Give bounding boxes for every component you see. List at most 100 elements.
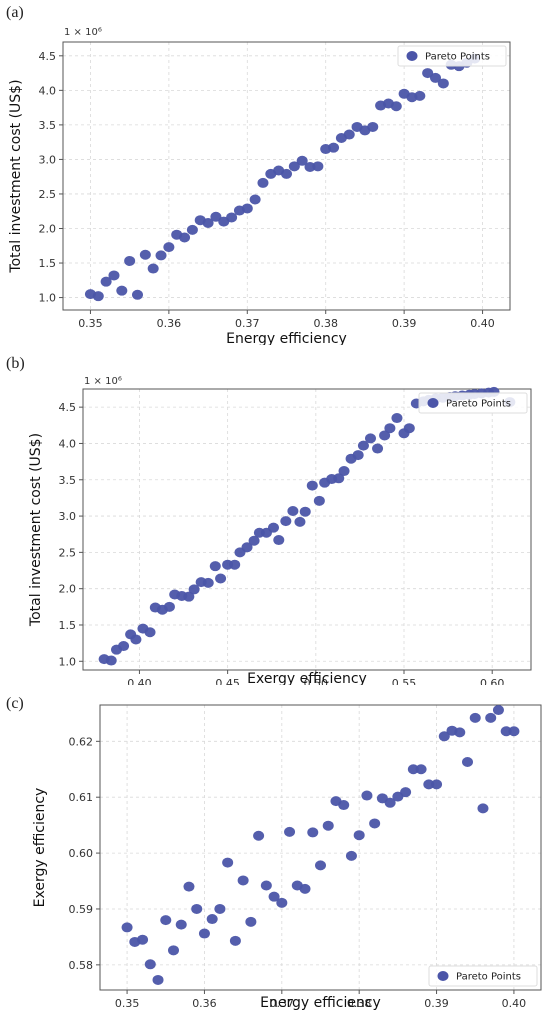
- data-point: [288, 161, 300, 172]
- x-tick-label: 0.39: [392, 317, 417, 330]
- data-point: [407, 764, 419, 775]
- data-point: [284, 826, 296, 837]
- data-point: [315, 860, 326, 871]
- data-point: [431, 779, 443, 790]
- data-point: [454, 727, 466, 738]
- data-point: [144, 959, 156, 970]
- legend-marker: [427, 398, 439, 408]
- data-point: [500, 726, 512, 737]
- x-tick-label: 0.55: [392, 677, 417, 685]
- data-point: [100, 276, 112, 287]
- data-point: [438, 731, 450, 742]
- data-point: [379, 430, 391, 441]
- data-point: [276, 897, 288, 908]
- data-point: [214, 903, 226, 914]
- data-point: [183, 881, 195, 892]
- data-point: [462, 757, 473, 767]
- x-tick-label: 0.35: [78, 317, 103, 330]
- data-point: [121, 922, 133, 933]
- y-tick-label: 0.59: [69, 903, 94, 916]
- data-point: [155, 250, 167, 261]
- legend-marker: [406, 51, 418, 61]
- chart-panel-b: (b) 0.40 0.45 0.50 0.55 0.60 1.0 1.5 2.0 2.5 3.0 3…: [0, 345, 550, 690]
- data-point: [183, 591, 195, 602]
- data-point: [92, 291, 104, 302]
- data-point: [343, 129, 355, 140]
- x-tick-label: 0.38: [347, 997, 372, 1010]
- x-tick-label: 0.36: [192, 997, 217, 1010]
- data-point: [202, 217, 214, 228]
- legend: Pareto Points: [418, 392, 528, 414]
- plot-frame: [99, 704, 542, 991]
- y-tick-label: 2.5: [39, 188, 57, 201]
- data-point: [345, 850, 357, 861]
- data-point: [108, 270, 120, 281]
- data-point: [352, 450, 364, 461]
- data-point: [267, 522, 279, 533]
- y-tick-label: 3.0: [59, 510, 77, 523]
- data-point: [422, 68, 434, 79]
- plot-frame: [82, 388, 532, 671]
- data-point: [248, 535, 260, 546]
- data-point: [179, 232, 191, 243]
- data-point: [372, 443, 384, 454]
- panel-letter-a: (a): [6, 4, 24, 21]
- data-point: [281, 168, 292, 179]
- data-point: [280, 516, 292, 527]
- legend-box: [418, 392, 528, 414]
- y-axis-label: Exergy efficiency: [32, 788, 48, 908]
- y-tick-label: 3.0: [39, 153, 57, 166]
- data-point: [296, 155, 308, 166]
- data-point: [210, 211, 222, 222]
- data-point: [130, 634, 142, 645]
- data-point: [333, 473, 345, 484]
- x-tick-label: 0.60: [480, 677, 505, 685]
- data-point: [209, 561, 221, 572]
- y-tick-label: 4.0: [59, 437, 77, 450]
- legend-box: [428, 965, 538, 987]
- data-point: [132, 289, 143, 300]
- data-point: [312, 161, 324, 172]
- data-point: [163, 242, 175, 253]
- data-point: [116, 285, 128, 296]
- legend-label: Pareto Points: [456, 972, 521, 983]
- plot-frame: [62, 41, 511, 311]
- x-tick-label: 0.40: [470, 317, 495, 330]
- x-tick-label: 0.38: [313, 317, 338, 330]
- data-point: [423, 779, 435, 790]
- data-point: [313, 495, 325, 506]
- data-point: [202, 577, 214, 588]
- y-tick-label: 4.0: [39, 84, 57, 97]
- legend-label: Pareto Points: [446, 399, 511, 410]
- data-point: [137, 934, 149, 945]
- x-tick-label: 0.37: [270, 997, 295, 1010]
- data-point: [191, 903, 203, 914]
- data-point: [367, 121, 379, 132]
- data-point: [400, 787, 412, 798]
- data-point: [299, 883, 311, 894]
- y-tick-label: 0.61: [69, 791, 94, 804]
- data-point: [477, 803, 489, 814]
- y-tick-label: 0.62: [69, 735, 94, 748]
- y-tick-label: 1.5: [59, 619, 77, 632]
- data-point: [430, 72, 441, 83]
- data-point: [229, 935, 241, 946]
- data-point: [287, 505, 299, 516]
- data-point: [152, 974, 164, 985]
- data-point: [245, 916, 257, 927]
- data-point: [241, 542, 253, 553]
- data-point: [229, 559, 241, 570]
- x-tick-label: 0.45: [215, 677, 240, 685]
- data-point: [403, 423, 415, 434]
- data-point: [299, 506, 311, 517]
- data-point: [118, 641, 130, 652]
- data-point: [215, 573, 227, 584]
- y-tick-label: 2.0: [59, 583, 77, 596]
- data-point: [186, 224, 198, 235]
- data-point: [328, 142, 340, 153]
- y-tick-label: 1.0: [39, 292, 57, 305]
- x-tick-label: 0.40: [502, 997, 527, 1010]
- y-exponent-label: 1 × 10⁶: [84, 376, 122, 387]
- x-tick-label: 0.36: [157, 317, 182, 330]
- data-point: [508, 726, 520, 737]
